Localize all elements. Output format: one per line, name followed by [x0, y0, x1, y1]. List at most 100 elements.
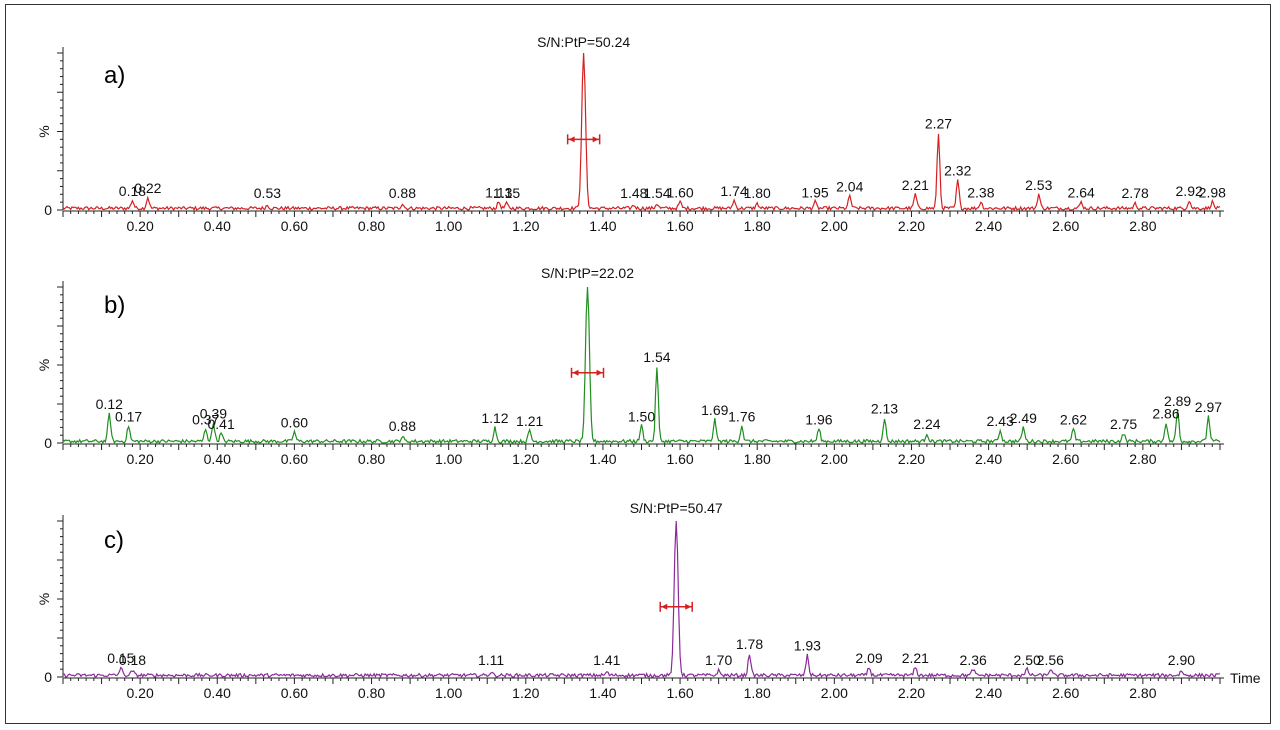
peak-label: 1.48 [620, 185, 647, 201]
peak-label: 0.53 [254, 185, 281, 201]
peak-label: 0.88 [389, 418, 416, 434]
peak-label: 2.86 [1152, 405, 1179, 421]
x-tick-label: 2.00 [821, 685, 848, 701]
peak-label: 1.11 [478, 652, 504, 668]
x-tick-label: 0.60 [281, 451, 308, 467]
sn-arrow [596, 369, 603, 376]
x-tick-label: 2.00 [821, 218, 848, 234]
x-tick-label: 1.60 [666, 685, 693, 701]
x-tick-label: 1.40 [589, 218, 616, 234]
peak-label: 1.13 [485, 185, 512, 201]
peak-label: 2.97 [1195, 399, 1222, 415]
peak-label: 1.21 [516, 413, 543, 429]
peak-label: 2.78 [1122, 185, 1149, 201]
peak-label: 1.96 [805, 412, 832, 428]
x-axis-label: Time [1230, 670, 1261, 686]
chart-panel-2: 0.20 0.40 0.60 0.80 1.00 1.20 1.40 1.60 1.80 2.00… [36, 265, 1224, 467]
peak-label: 1.74 [720, 183, 747, 199]
x-tick-label: 1.20 [512, 685, 539, 701]
x-tick-label: 0.40 [204, 451, 231, 467]
sn-arrow [661, 603, 668, 610]
peak-label: 2.50 [1014, 652, 1041, 668]
sn-annotation: S/N:PtP=50.47 [630, 500, 723, 516]
x-tick-label: 1.60 [666, 218, 693, 234]
peak-label: 2.98 [1199, 185, 1226, 201]
peak-label: 0.18 [119, 183, 146, 199]
x-tick-label: 2.60 [1052, 218, 1079, 234]
x-tick-label: 1.20 [512, 218, 539, 234]
y-tick-label: 0 [44, 202, 52, 218]
peak-label: 0.88 [389, 185, 416, 201]
peak-label: 2.64 [1068, 185, 1095, 201]
peak-label: 0.60 [281, 415, 308, 431]
sn-arrow [572, 369, 579, 376]
x-tick-label: 1.00 [435, 685, 462, 701]
peak-label: 0.17 [115, 408, 142, 424]
x-tick-label: 0.40 [204, 685, 231, 701]
y-axis-label: % [36, 125, 52, 137]
series-trace [62, 52, 1221, 212]
x-tick-label: 0.80 [358, 451, 385, 467]
peak-label: 1.54 [643, 185, 670, 201]
peak-label: 1.70 [705, 652, 732, 668]
peak-label: 1.78 [736, 636, 763, 652]
x-tick-label: 2.20 [898, 451, 925, 467]
peak-label: 2.24 [913, 416, 940, 432]
x-tick-label: 2.20 [898, 218, 925, 234]
peak-label: 0.39 [200, 405, 227, 421]
peak-label: 0.12 [96, 396, 123, 412]
peak-label: 1.95 [801, 185, 828, 201]
peak-label: 1.93 [794, 638, 821, 654]
peak-label: 1.80 [744, 185, 771, 201]
peak-label: 2.90 [1168, 652, 1195, 668]
peak-label: 1.54 [643, 349, 670, 365]
peak-label: 2.38 [967, 185, 994, 201]
peak-label: 0.41 [207, 416, 234, 432]
peak-label: 2.56 [1037, 652, 1064, 668]
sn-arrow [685, 603, 692, 610]
peak-label: 2.92 [1176, 183, 1203, 199]
x-tick-label: 1.00 [435, 451, 462, 467]
x-tick-label: 0.60 [281, 218, 308, 234]
y-axis-label: % [36, 359, 52, 371]
x-tick-label: 1.60 [666, 451, 693, 467]
peak-label: 1.76 [728, 408, 755, 424]
series-trace [62, 286, 1221, 445]
sn-annotation: S/N:PtP=50.24 [537, 34, 630, 50]
panel-label: b) [104, 292, 125, 319]
y-axis-label: % [36, 593, 52, 605]
sn-arrow [592, 136, 599, 143]
peak-label: 2.53 [1025, 177, 1052, 193]
peak-label: 1.60 [666, 185, 693, 201]
peak-label: 2.89 [1164, 393, 1191, 409]
peak-label: 2.43 [987, 413, 1014, 429]
x-tick-label: 2.40 [975, 685, 1002, 701]
x-tick-label: 0.80 [358, 685, 385, 701]
peak-label: 0.37 [192, 412, 219, 428]
peak-label: 1.41 [593, 652, 620, 668]
sn-annotation: S/N:PtP=22.02 [541, 265, 634, 281]
peak-label: 2.32 [944, 163, 971, 179]
x-tick-label: 1.40 [589, 685, 616, 701]
sn-arrow [568, 136, 575, 143]
x-tick-label: 0.80 [358, 218, 385, 234]
x-tick-label: 0.20 [127, 685, 154, 701]
x-tick-label: 2.20 [898, 685, 925, 701]
y-tick-label: 0 [44, 435, 52, 451]
peak-label: 1.69 [701, 402, 728, 418]
peak-label: 1.12 [481, 410, 508, 426]
x-tick-label: 1.80 [744, 685, 771, 701]
chart-panel-1: 0.20 0.40 0.60 0.80 1.00 1.20 1.40 1.60 1.80 2.00… [36, 34, 1226, 234]
x-tick-label: 2.60 [1052, 685, 1079, 701]
peak-label: 0.18 [119, 652, 146, 668]
peak-label: 1.50 [628, 408, 655, 424]
peak-label: 0.22 [134, 180, 161, 196]
peak-label: 2.27 [925, 116, 952, 132]
peak-label: 2.36 [960, 652, 987, 668]
peak-label: 0.15 [107, 650, 134, 666]
peak-label: 2.21 [902, 650, 929, 666]
x-tick-label: 1.20 [512, 451, 539, 467]
chart-panel-3: 0.20 0.40 0.60 0.80 1.00 1.20 1.40 1.60 1.80 2.00… [36, 500, 1261, 701]
x-tick-label: 1.00 [435, 218, 462, 234]
figure-frame: 0.20 0.40 0.60 0.80 1.00 1.20 1.40 1.60 1.80 2.00… [5, 4, 1271, 724]
